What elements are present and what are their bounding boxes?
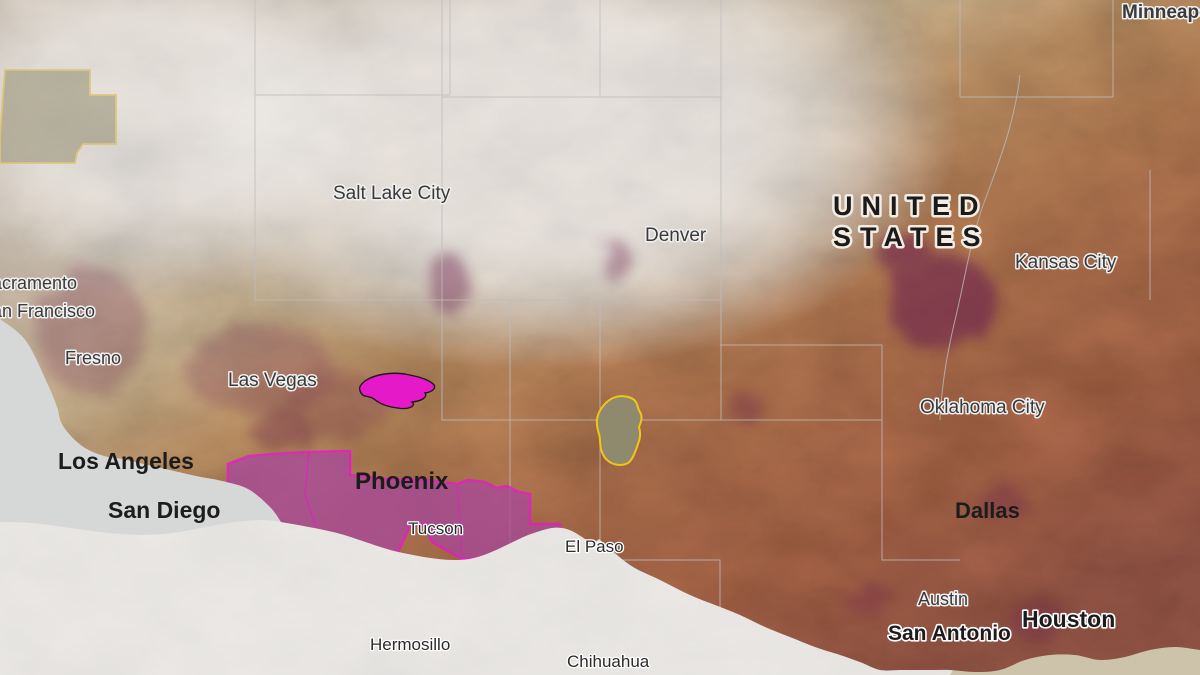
svg-text:Las Vegas: Las Vegas bbox=[228, 370, 317, 391]
svg-text:Dallas: Dallas bbox=[955, 498, 1020, 523]
svg-text:Fresno: Fresno bbox=[65, 348, 121, 368]
svg-text:Oklahoma City: Oklahoma City bbox=[920, 397, 1045, 418]
svg-text:San Francisco: San Francisco bbox=[0, 301, 95, 321]
svg-text:El Paso: El Paso bbox=[565, 537, 624, 556]
svg-text:Austin: Austin bbox=[918, 589, 968, 609]
svg-text:San Antonio: San Antonio bbox=[888, 622, 1011, 645]
svg-text:Denver: Denver bbox=[645, 225, 707, 246]
svg-text:Sacramento: Sacramento bbox=[0, 273, 77, 293]
svg-text:Los Angeles: Los Angeles bbox=[58, 448, 194, 474]
svg-text:Tucson: Tucson bbox=[408, 519, 463, 538]
svg-text:Houston: Houston bbox=[1022, 606, 1115, 632]
svg-text:San Diego: San Diego bbox=[108, 497, 220, 523]
svg-text:Kansas City: Kansas City bbox=[1015, 252, 1117, 273]
svg-text:UNITED: UNITED bbox=[833, 191, 988, 221]
svg-text:Phoenix: Phoenix bbox=[355, 468, 449, 495]
svg-text:Salt Lake City: Salt Lake City bbox=[333, 183, 451, 204]
svg-text:STATES: STATES bbox=[833, 222, 990, 252]
svg-text:Minneapolis: Minneapolis bbox=[1122, 2, 1200, 23]
svg-text:Chihuahua: Chihuahua bbox=[567, 652, 650, 671]
svg-text:Hermosillo: Hermosillo bbox=[370, 635, 450, 654]
